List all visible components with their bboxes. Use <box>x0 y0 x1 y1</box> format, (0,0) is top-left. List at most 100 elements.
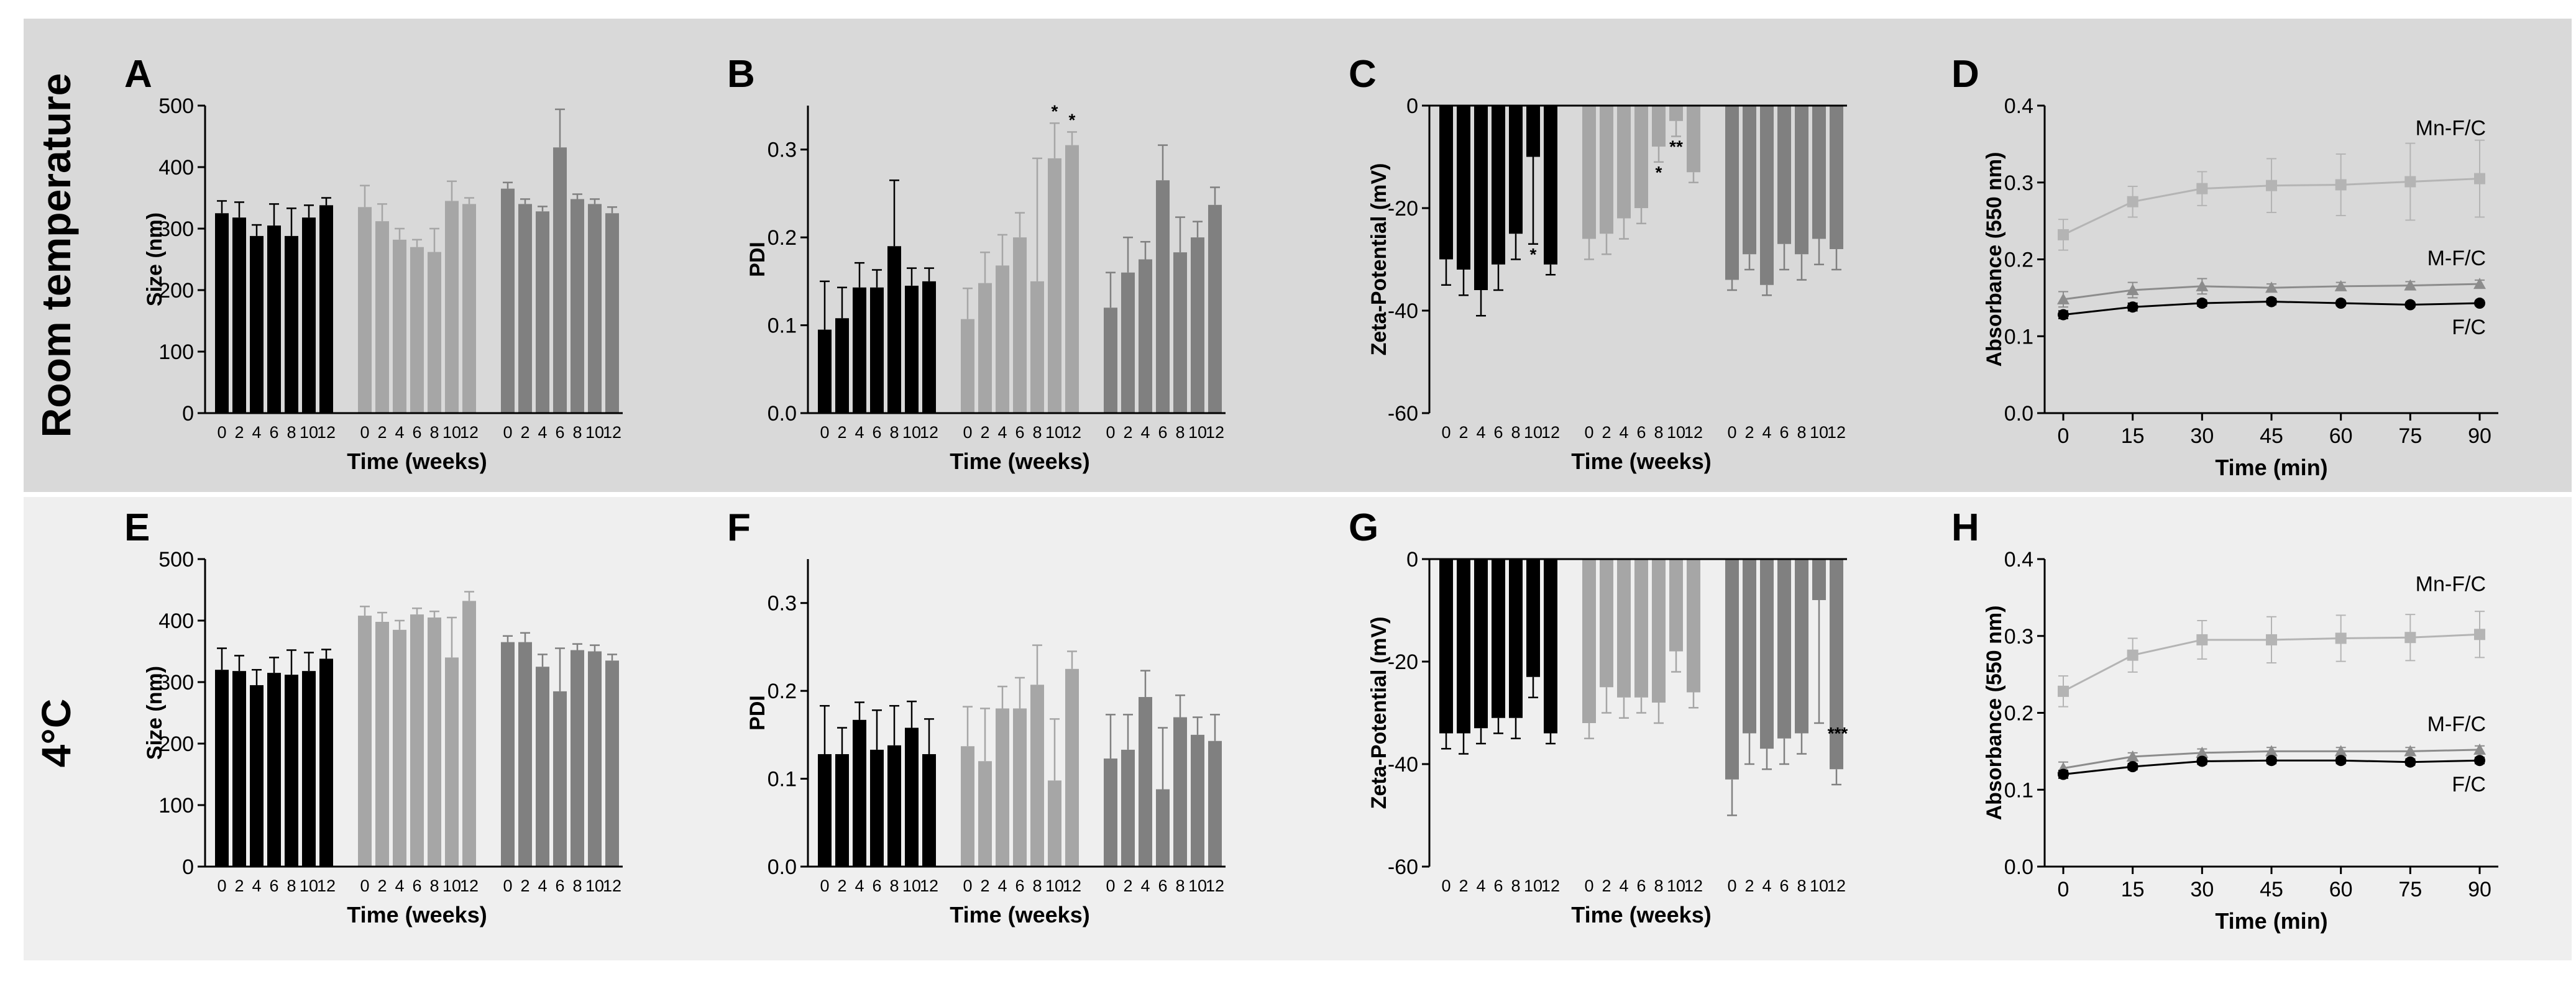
x-tick-label: 6 <box>1493 423 1503 442</box>
panel-letter: G <box>1349 509 1378 549</box>
x-tick-label: 90 <box>2468 878 2491 901</box>
x-tick-label: 6 <box>412 877 421 895</box>
y-axis-label: Absorbance (550 nm) <box>1982 152 2006 367</box>
bar-M-F/C-wk8 <box>1652 559 1666 703</box>
significance-marker: * <box>1052 101 1058 121</box>
bar-M-F/C-wk4 <box>393 239 406 413</box>
y-tick-label: 0.4 <box>2004 94 2033 118</box>
bar-Mn-F/C-wk2 <box>1743 559 1756 734</box>
marker-Mn-F/C-t60 <box>2335 179 2347 191</box>
marker-M-F/C-t15 <box>2126 750 2139 762</box>
x-tick-label: 75 <box>2398 878 2422 901</box>
x-tick-label: 2 <box>377 877 387 895</box>
x-tick-label: 0 <box>503 877 512 895</box>
x-tick-label: 4 <box>1476 423 1485 442</box>
bar-M-F/C-wk12 <box>1065 668 1079 867</box>
y-axis-label: Zeta-Potential (mV) <box>1367 617 1391 809</box>
x-tick-label: 12 <box>460 877 479 895</box>
bar-Mn-F/C-wk10 <box>588 204 602 413</box>
bar-F/C-wk8 <box>887 745 901 867</box>
marker-F/C-t0 <box>2058 309 2069 321</box>
bar-M-F/C-wk8 <box>428 617 441 867</box>
bar-M-F/C-wk12 <box>1687 559 1700 693</box>
bar-Mn-F/C-wk0 <box>501 188 515 413</box>
marker-M-F/C-t30 <box>2196 746 2209 758</box>
bar-Mn-F/C-wk4 <box>1760 559 1774 749</box>
x-axis-label: Time (min) <box>2215 908 2327 934</box>
x-tick-label: 4 <box>1140 877 1150 895</box>
bar-Mn-F/C-wk10 <box>1191 237 1204 413</box>
bar-M-F/C-wk4 <box>393 629 406 867</box>
x-tick-label: 4 <box>252 877 261 895</box>
bar-M-F/C-wk0 <box>961 319 974 413</box>
bar-F/C-wk2 <box>232 217 246 413</box>
bar-Mn-F/C-wk8 <box>1173 717 1187 867</box>
x-tick-label: 8 <box>286 877 296 895</box>
marker-F/C-t60 <box>2335 298 2347 309</box>
x-tick-label: 8 <box>1032 423 1042 442</box>
marker-Mn-F/C-t75 <box>2404 176 2416 188</box>
x-tick-label: 6 <box>555 877 564 895</box>
bar-Mn-F/C-wk0 <box>1725 106 1739 280</box>
x-tick-label: 12 <box>1206 877 1224 895</box>
x-axis-label: Time (min) <box>2215 455 2327 480</box>
x-tick-label: 0 <box>1727 877 1736 895</box>
x-tick-label: 15 <box>2121 878 2145 901</box>
bar-Mn-F/C-wk10 <box>1812 106 1826 239</box>
x-tick-label: 10 <box>1524 423 1542 442</box>
y-tick-label: 500 <box>158 94 194 118</box>
bar-F/C-wk0 <box>818 754 832 867</box>
y-axis-label: Size (nm) <box>143 212 167 306</box>
bar-Mn-F/C-wk4 <box>1139 697 1152 867</box>
x-tick-label: 15 <box>2121 424 2145 448</box>
x-tick-label: 2 <box>1123 423 1132 442</box>
marker-Mn-F/C-t30 <box>2196 634 2208 645</box>
bar-M-F/C-wk2 <box>375 221 389 413</box>
x-tick-label: 8 <box>889 877 899 895</box>
x-tick-label: 60 <box>2329 424 2353 448</box>
x-tick-label: 75 <box>2398 424 2422 448</box>
x-tick-label: 6 <box>269 423 278 442</box>
bar-Mn-F/C-wk10 <box>1812 559 1826 600</box>
x-tick-label: 0 <box>217 423 226 442</box>
bar-M-F/C-wk8 <box>1030 281 1044 413</box>
x-tick-label: 12 <box>1684 877 1703 895</box>
marker-Mn-F/C-t90 <box>2474 173 2485 184</box>
marker-Mn-F/C-t60 <box>2335 632 2347 644</box>
x-tick-label: 2 <box>520 423 529 442</box>
y-tick-label: -60 <box>1388 855 1418 879</box>
bar-M-F/C-wk10 <box>1048 158 1061 413</box>
x-tick-label: 10 <box>585 423 604 442</box>
x-tick-label: 0 <box>1106 877 1115 895</box>
bar-F/C-wk8 <box>1509 559 1523 718</box>
bar-M-F/C-wk10 <box>1669 559 1683 652</box>
marker-F/C-t15 <box>2127 301 2138 313</box>
bar-Mn-F/C-wk12 <box>605 213 619 413</box>
x-tick-label: 6 <box>1158 423 1167 442</box>
bar-Mn-F/C-wk12 <box>1208 204 1222 413</box>
bar-Mn-F/C-wk8 <box>571 199 584 413</box>
series-label: F/C <box>2452 316 2486 339</box>
x-tick-label: 0 <box>2058 424 2070 448</box>
x-axis-label: Time (weeks) <box>950 902 1089 927</box>
x-tick-label: 10 <box>1045 423 1064 442</box>
x-tick-label: 6 <box>412 423 421 442</box>
y-tick-label: 0.3 <box>768 139 797 162</box>
panel-letter: C <box>1349 56 1377 96</box>
panel-letter: E <box>124 509 150 549</box>
x-tick-label: 10 <box>442 423 461 442</box>
bar-F/C-wk0 <box>1439 559 1453 734</box>
bar-F/C-wk2 <box>232 671 246 867</box>
series-label: F/C <box>2452 773 2486 796</box>
bar-Mn-F/C-wk10 <box>588 651 602 867</box>
bar-M-F/C-wk12 <box>462 601 476 867</box>
significance-marker: * <box>1656 163 1662 182</box>
bar-Mn-F/C-wk4 <box>1760 106 1774 285</box>
bar-M-F/C-wk10 <box>1669 106 1683 121</box>
y-tick-label: 0 <box>1406 548 1418 572</box>
x-tick-label: 0 <box>2058 878 2070 901</box>
series-label: Mn-F/C <box>2416 572 2486 596</box>
x-tick-label: 12 <box>317 877 336 895</box>
x-tick-label: 12 <box>1827 877 1846 895</box>
x-tick-label: 8 <box>572 423 582 442</box>
